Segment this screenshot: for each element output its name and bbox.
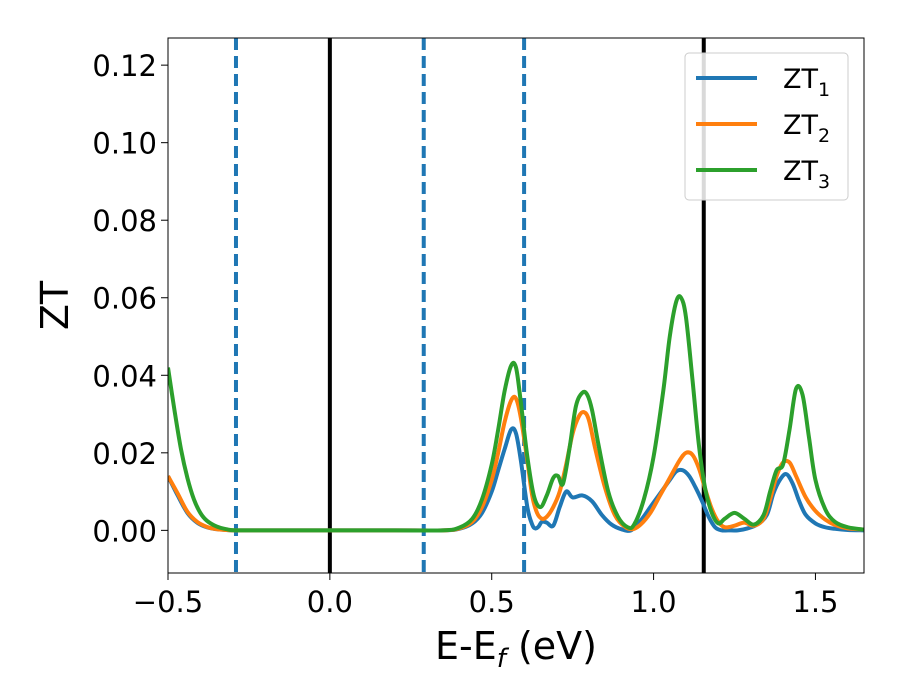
y-tick-label: 0.08 [92,204,157,238]
y-axis-label: ZT [33,280,77,330]
x-axis-label-main: E-E [435,624,497,668]
x-axis-ticks: −0.5 0.0 0.5 1.0 1.5 [133,573,839,619]
legend-label-subscript: 3 [818,171,830,193]
y-tick-label: 0.04 [92,359,157,393]
legend-label-main: ZT [783,64,818,95]
y-tick-label: 0.06 [92,282,157,316]
x-tick-label: 1.0 [631,585,677,619]
plot-frame [167,37,865,574]
legend-label-subscript: 1 [818,79,830,101]
y-tick-label: 0.02 [92,437,157,471]
y-axis-ticks: 0.00 0.02 0.04 0.06 0.08 0.10 0.12 [92,49,168,548]
x-tick-label: 1.5 [792,585,838,619]
legend-label-subscript: 2 [818,125,830,147]
series-layer [168,294,864,533]
series-line-zt3 [168,294,864,533]
legend-label-main: ZT [783,110,818,141]
series-line-zt1 [168,426,864,533]
legend-label-zt3: ZT3 [783,156,830,193]
x-tick-label: −0.5 [133,585,203,619]
x-tick-label: 0.0 [307,585,353,619]
y-tick-label: 0.10 [92,127,157,161]
legend-label-zt2: ZT2 [783,110,830,147]
series-line-zt2 [168,394,864,533]
legend-box [684,52,849,201]
x-tick-label: 0.5 [469,585,515,619]
x-axis-label: E-Ef (eV) [435,624,597,674]
legend-label-main: ZT [783,156,818,187]
y-tick-label: 0.00 [92,514,157,548]
x-axis-label-unit: (eV) [506,624,597,668]
legend-label-zt1: ZT1 [783,64,830,101]
reference-lines [233,38,706,573]
y-tick-label: 0.12 [92,49,157,83]
